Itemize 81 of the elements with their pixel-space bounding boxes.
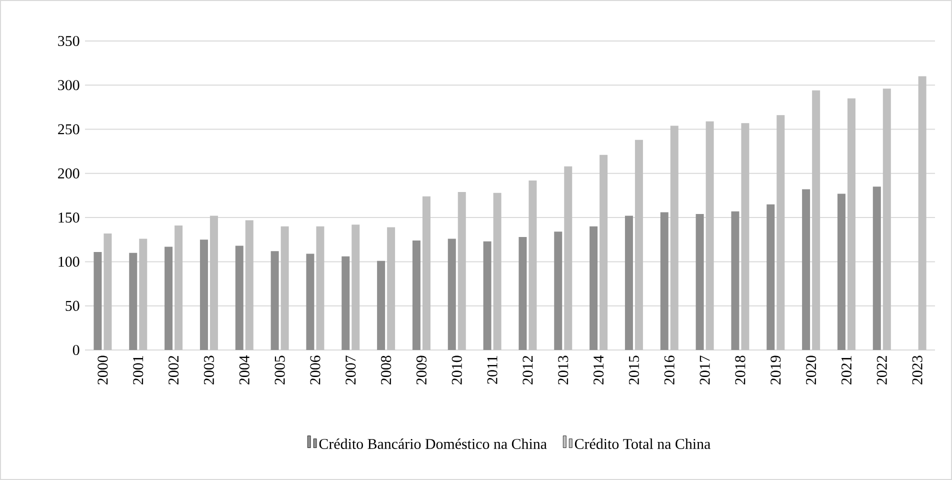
bar	[493, 192, 502, 350]
x-tick-label: 2020	[806, 356, 816, 384]
bar	[696, 214, 704, 350]
bar	[590, 226, 598, 350]
bar	[164, 246, 173, 350]
x-tick-label: 2010	[452, 356, 462, 384]
bar	[270, 251, 279, 350]
x-tick-label: 2006	[310, 356, 320, 384]
x-tick-label: 2014	[594, 355, 604, 384]
legend-label: Crédito Bancário Doméstico na China	[319, 438, 547, 449]
bar	[624, 216, 633, 350]
bar	[235, 246, 244, 350]
x-tick-label: 2002	[168, 356, 179, 384]
bar	[554, 232, 562, 350]
x-tick-label: 2008	[381, 356, 392, 384]
x-tick-label: 2005	[274, 356, 285, 384]
bar	[634, 140, 643, 350]
bar	[741, 123, 750, 350]
x-tick-label: 2000	[98, 356, 108, 384]
y-tick-label: 50	[66, 300, 80, 311]
bar	[352, 224, 360, 350]
bar	[94, 252, 102, 350]
bar	[518, 236, 527, 350]
x-tick-label: 2011	[487, 356, 498, 384]
x-tick-label: 2021	[841, 356, 852, 384]
x-tick-label: 2003	[204, 356, 214, 384]
x-tick-label: 2022	[876, 356, 887, 384]
bar	[412, 240, 420, 350]
bar	[245, 220, 254, 350]
y-tick-label: 0	[72, 344, 80, 356]
x-tick-label: 2015	[628, 356, 640, 384]
y-tick-label: 350	[58, 36, 80, 46]
bar	[210, 216, 218, 350]
x-tick-label: 2016	[664, 356, 674, 384]
bar	[316, 226, 324, 350]
bar	[528, 180, 537, 350]
x-tick-label: 2012	[522, 356, 533, 384]
bar	[706, 121, 714, 350]
bar	[174, 226, 183, 350]
bar	[422, 196, 430, 350]
x-tick-label: 2019	[770, 356, 781, 384]
y-tick-label: 100	[58, 256, 80, 267]
x-tick-label: 2013	[558, 356, 568, 384]
bar	[600, 154, 608, 350]
bar	[564, 166, 572, 350]
bar	[670, 126, 678, 350]
bar	[306, 254, 314, 350]
x-tick-label: 2001	[133, 356, 144, 384]
bar	[660, 212, 668, 350]
bar	[387, 227, 396, 350]
x-tick-label: 2007	[346, 356, 356, 384]
bar	[847, 98, 856, 350]
bar	[837, 194, 846, 350]
y-tick-label: 200	[58, 168, 80, 178]
x-tick-label: 2018	[735, 356, 746, 384]
x-tick-label: 2004	[239, 355, 250, 384]
bar	[483, 241, 492, 350]
bar	[872, 186, 881, 350]
bar	[139, 238, 148, 350]
bar	[448, 238, 456, 350]
legend-label: Crédito Total na China	[574, 438, 710, 449]
bar	[377, 260, 386, 350]
bar	[342, 256, 350, 350]
bar	[802, 189, 810, 350]
bar	[918, 76, 926, 350]
x-tick-label: 2017	[700, 356, 710, 384]
bar	[104, 233, 112, 350]
bar	[731, 211, 740, 350]
bar	[776, 115, 785, 350]
x-tick-label: 2023	[912, 356, 922, 384]
bar	[766, 204, 775, 350]
bar	[458, 192, 466, 350]
x-tick-label: 2009	[416, 356, 427, 384]
y-tick-label: 150	[58, 212, 80, 223]
bar	[882, 88, 891, 350]
bar	[812, 90, 820, 350]
bar	[129, 252, 138, 350]
y-tick-label: 250	[58, 124, 80, 134]
bar	[200, 240, 208, 350]
bar	[280, 226, 289, 350]
y-tick-label: 300	[58, 80, 80, 90]
